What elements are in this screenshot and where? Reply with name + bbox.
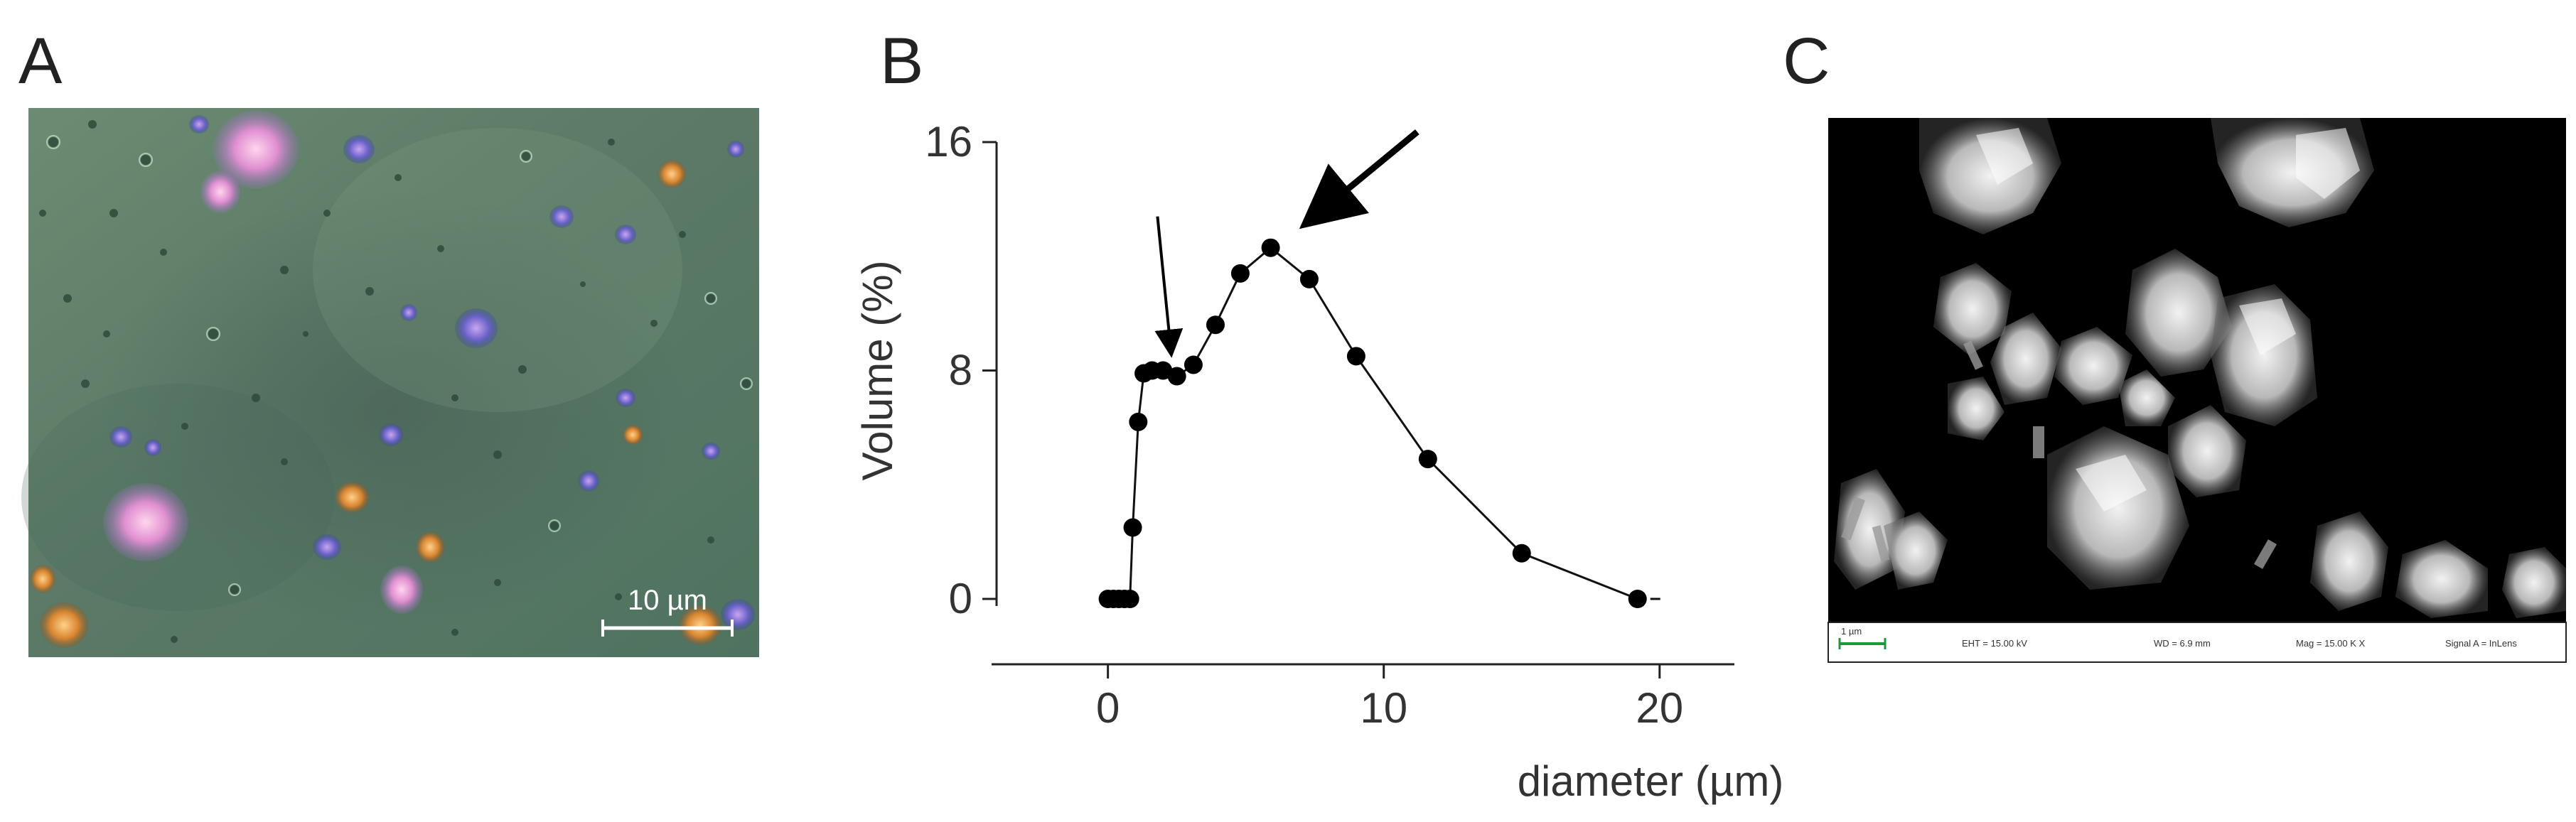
x-axis-label: diameter (µm) [1518,757,1784,805]
sem-eht: EHT = 15.00 kV [1962,638,2027,649]
data-point [1206,315,1225,335]
y-tick-label: 0 [949,575,972,622]
x-tick-label: 10 [1360,684,1407,732]
panel-label-b: B [880,25,924,97]
y-axis-label: Volume (%) [854,260,901,480]
data-point [1123,518,1142,537]
sem-scale-label: 1 µm [1841,626,1862,637]
panel-b-chart: 0 8 16 0 10 20 Volume (%) diameter (µm) [854,118,1783,805]
panel-label-a: A [18,25,63,97]
data-point [1129,412,1148,431]
annotation-arrow [1154,216,1184,358]
data-point [1418,450,1437,469]
data-point [1120,590,1139,608]
data-point [1230,264,1250,283]
x-tick-label: 0 [1096,684,1120,732]
annotation-arrow [1299,129,1420,229]
data-point [1299,269,1319,288]
panel-c-sem-image: 1 µm EHT = 15.00 kV WD = 6.9 mm Mag = 15… [1828,118,2567,663]
data-point [1346,347,1365,366]
x-tick-label: 20 [1636,684,1683,732]
data-point [1167,367,1186,386]
data-point [1184,355,1203,374]
panel-label-c: C [1783,25,1830,97]
data-point [1628,590,1647,608]
data-point [1261,238,1280,257]
sem-mag: Mag = 15.00 K X [2296,638,2366,649]
sem-signal: Signal A = InLens [2445,638,2517,649]
sem-wd: WD = 6.9 mm [2154,638,2211,649]
y-tick-label: 8 [949,347,972,394]
series-line [1107,246,1638,600]
y-tick-label: 16 [925,118,972,166]
panel-a-micrograph: 10 µm [21,108,759,657]
data-point [1512,544,1531,563]
scale-bar-label-a: 10 µm [628,585,707,616]
